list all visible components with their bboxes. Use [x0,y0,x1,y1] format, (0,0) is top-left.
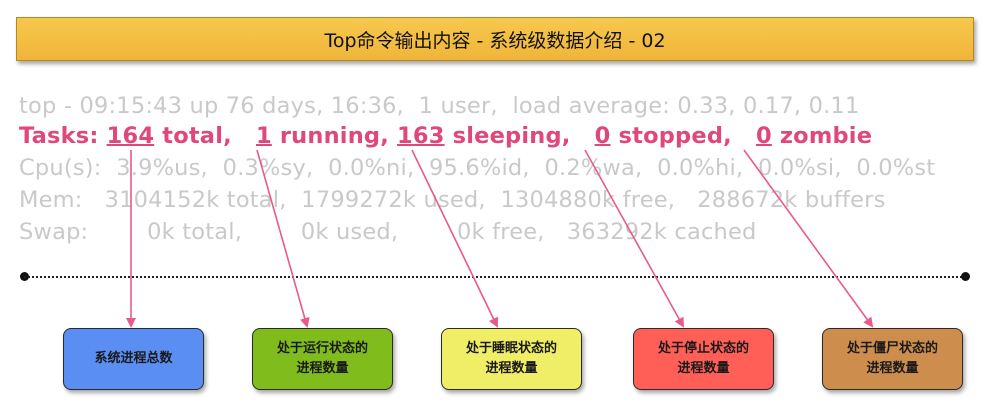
tasks-total-value: 164 [106,123,155,149]
swap-line: Swap: 0k total, 0k used, 0k free, 363292… [19,219,757,245]
tasks-zombie-label: zombie [771,123,873,149]
total-label-line1: 系统进程总数 [94,351,173,366]
stopped-label-line1: 处于停止状态的 [657,341,749,356]
arrow-sleeping [411,149,499,328]
tasks-total-label: total, [154,123,256,149]
tasks-sleeping-value: 163 [397,123,445,149]
tasks-running-label: running, [271,123,398,149]
tasks-prefix: Tasks: [19,123,107,149]
stopped-label-line2: 进程数量 [677,361,730,376]
running-processes-box: 处于运行状态的 进程数量 [252,328,393,390]
tasks-zombie-value: 0 [755,123,772,149]
sleeping-label-line1: 处于睡眠状态的 [465,341,557,356]
running-label-line1: 处于运行状态的 [276,341,368,356]
arrow-running [256,149,310,328]
zombie-label-line2: 进程数量 [866,361,919,376]
stopped-processes-box: 处于停止状态的 进程数量 [633,328,774,390]
zombie-processes-box: 处于僵尸状态的 进程数量 [822,328,963,390]
dotted-divider [24,276,966,278]
sleeping-label-line2: 进程数量 [485,361,538,376]
running-label-line2: 进程数量 [296,361,349,376]
arrow-zombie [743,149,874,328]
tasks-line: Tasks: 164 total, 1 running, 163 sleepin… [19,123,872,149]
timeline-end-dot [961,272,970,281]
tasks-sleeping-label: sleeping, [444,123,595,149]
tasks-stopped-value: 0 [594,123,611,149]
tasks-stopped-label: stopped, [610,123,756,149]
total-processes-box: 系统进程总数 [63,328,204,390]
sleeping-processes-box: 处于睡眠状态的 进程数量 [441,328,582,390]
arrow-stopped [584,149,684,328]
zombie-label-line1: 处于僵尸状态的 [846,341,938,356]
top-summary-line: top - 09:15:43 up 76 days, 16:36, 1 user… [19,93,860,119]
diagram-title: Top命令输出内容 - 系统级数据介绍 - 02 [16,17,974,61]
tasks-running-value: 1 [255,123,272,149]
